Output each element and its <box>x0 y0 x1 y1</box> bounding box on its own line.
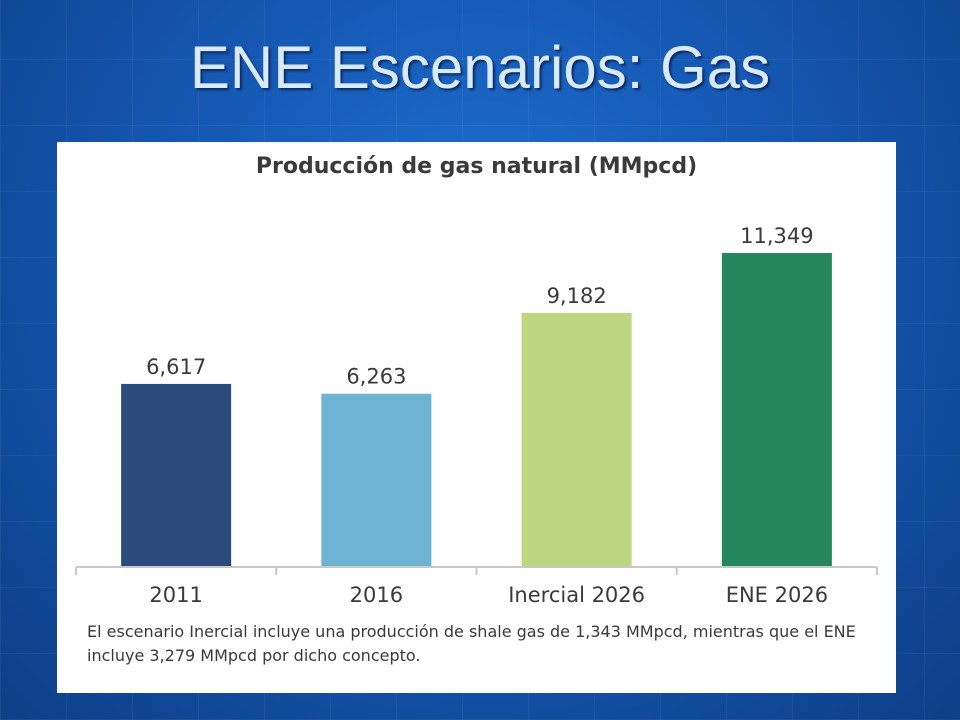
category-label-2: 2016 <box>350 583 403 607</box>
value-label-4: 11,349 <box>740 224 813 248</box>
value-label-3: 9,182 <box>547 284 607 308</box>
chart-footnote: El escenario Inercial incluye una produc… <box>87 622 856 665</box>
slide-title: ENE Escenarios: Gas <box>189 34 771 101</box>
category-label-4: ENE 2026 <box>726 583 828 607</box>
bar-4 <box>721 253 832 567</box>
chart-panel: 6,617 2011 6,263 2016 9,182 Inercial 2026 11,3… <box>57 142 896 693</box>
bar-2 <box>321 393 432 567</box>
category-label-1: 2011 <box>149 583 202 607</box>
bar-1 <box>121 383 232 567</box>
bar-3 <box>521 312 632 567</box>
value-label-2: 6,263 <box>346 365 406 389</box>
category-label-3: Inercial 2026 <box>508 583 645 607</box>
chart-title: Producción de gas natural (MMpcd) <box>255 154 698 179</box>
bar-chart: 6,617 2011 6,263 2016 9,182 Inercial 2026 11,3… <box>75 224 878 607</box>
value-label-1: 6,617 <box>146 355 206 379</box>
